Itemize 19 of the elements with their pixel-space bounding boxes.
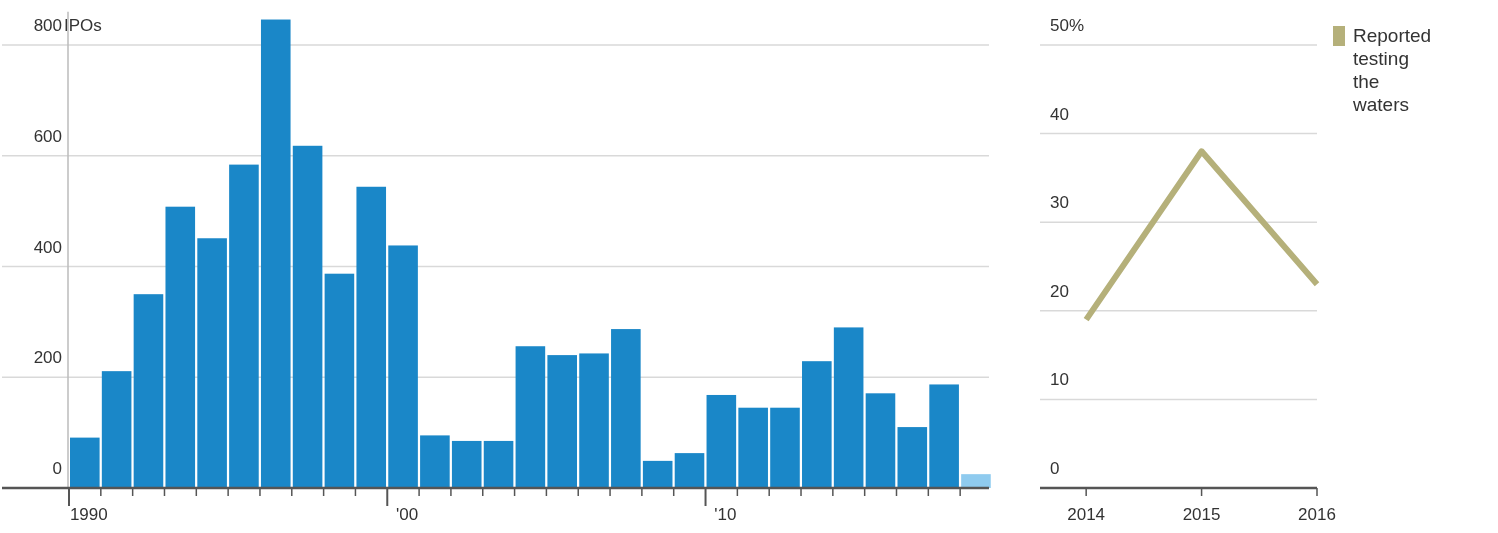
x-tick-label: '00 <box>395 505 419 524</box>
y-tick-label: 40 <box>1050 104 1069 124</box>
x-tick-label: 2016 <box>1298 505 1336 524</box>
y-tick-label: 400 <box>33 237 62 257</box>
y-tick-label: 800 <box>33 16 62 35</box>
y-tick-label: 0 <box>1050 459 1060 478</box>
y-tick-label: 0 <box>52 459 62 478</box>
x-tick-label: '10 <box>714 505 737 524</box>
y-tick-label: 20 <box>1050 281 1069 301</box>
y-tick-label: 50% <box>1050 16 1085 35</box>
y-tick-label: 30 <box>1050 193 1069 213</box>
x-tick-label: 2015 <box>1182 505 1221 524</box>
legend-label: Reported testing the waters <box>1352 25 1432 115</box>
y-tick-label: 10 <box>1050 370 1069 390</box>
y-tick-label: 200 <box>33 348 62 368</box>
y-tick-label: 600 <box>33 126 62 146</box>
y-axis-title: IPOs <box>64 16 102 35</box>
x-tick-label: 1990 <box>69 505 108 524</box>
x-tick-label: 2014 <box>1067 505 1106 524</box>
